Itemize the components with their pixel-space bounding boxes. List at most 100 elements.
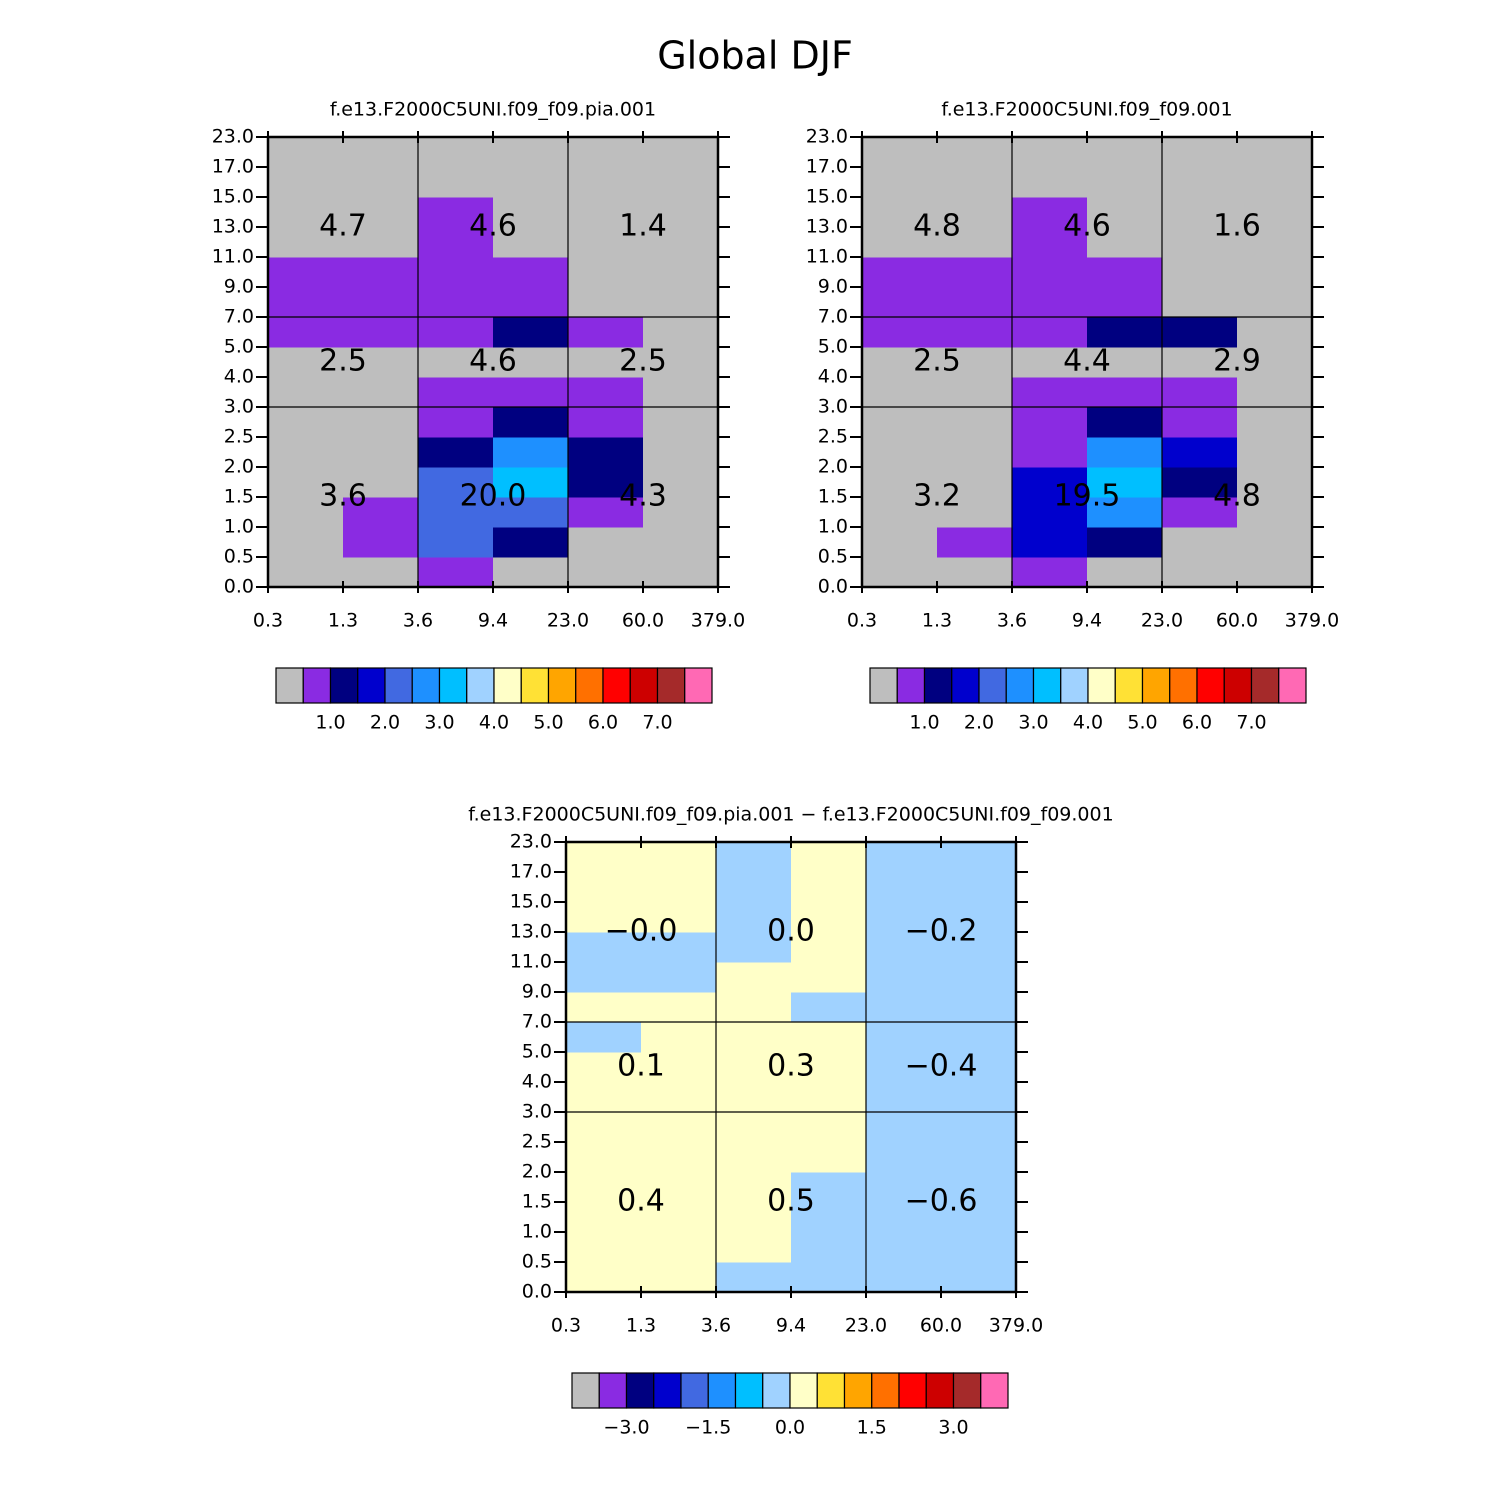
cell (641, 1172, 717, 1203)
cell (1162, 347, 1238, 378)
y-tick-label: 3.0 (224, 396, 254, 418)
cell (566, 1022, 642, 1053)
cell (418, 527, 494, 558)
cell (862, 197, 938, 228)
colorbar-box (1250, 667, 1280, 704)
cell (1237, 467, 1313, 498)
colorbar-box (762, 1372, 791, 1409)
cell (643, 527, 719, 558)
colorbar-label: 6.0 (588, 712, 618, 734)
cell (1237, 527, 1313, 558)
cell (493, 287, 569, 318)
colorbar-box (925, 1372, 955, 1409)
cell (268, 317, 344, 348)
cell (862, 167, 938, 198)
cell (1012, 167, 1088, 198)
cell (568, 557, 644, 588)
cell (1237, 497, 1313, 528)
colorbar-box (871, 1372, 900, 1409)
y-tick-label: 3.0 (818, 396, 848, 418)
cell (941, 962, 1017, 993)
cell-label: 0.0 (767, 914, 815, 949)
cell (1012, 317, 1088, 348)
y-tick-label: 9.0 (818, 276, 848, 298)
colorbar-box (951, 667, 980, 704)
cell (866, 1022, 942, 1053)
cell (941, 992, 1017, 1023)
cell (1162, 407, 1238, 438)
colorbar-box (547, 667, 577, 704)
cell (493, 557, 569, 588)
cell (418, 197, 494, 228)
colorbar-label: 7.0 (642, 712, 672, 734)
y-tick-label: 2.0 (224, 456, 254, 478)
cell (418, 497, 494, 528)
cell-label: 0.1 (617, 1049, 665, 1084)
cell (937, 497, 1013, 528)
cell (493, 257, 569, 288)
x-tick-label: 0.3 (551, 1315, 581, 1337)
cell (937, 557, 1013, 588)
cell (791, 1022, 867, 1053)
cell (862, 377, 938, 408)
cell (716, 1172, 792, 1203)
colorbar-box (575, 667, 604, 704)
cell (343, 287, 419, 318)
cell (791, 992, 867, 1023)
cell (1012, 287, 1088, 318)
cell (493, 497, 569, 528)
colorbar-box (438, 667, 468, 704)
colorbar-box (1223, 667, 1253, 704)
cell (716, 842, 792, 873)
cell (716, 872, 792, 903)
cell (862, 557, 938, 588)
cell (866, 1112, 942, 1143)
cell (866, 1232, 942, 1263)
cell-label: 0.3 (767, 1049, 815, 1084)
x-tick-label: 1.3 (922, 610, 952, 632)
cell (343, 317, 419, 348)
cell (862, 407, 938, 438)
colorbar-box (602, 667, 631, 704)
cell (791, 1112, 867, 1143)
y-tick-label: 1.5 (522, 1191, 552, 1213)
cell (418, 377, 494, 408)
y-tick-label: 17.0 (806, 156, 848, 178)
y-tick-label: 5.0 (818, 336, 848, 358)
cell (418, 557, 494, 588)
cell (1087, 287, 1163, 318)
cell (568, 257, 644, 288)
cell (866, 1262, 942, 1293)
cell (1012, 137, 1088, 168)
cell (1012, 407, 1088, 438)
cell (937, 347, 1013, 378)
colorbar-box (1087, 667, 1116, 704)
cell (643, 497, 719, 528)
colorbar-label: 2.0 (370, 712, 400, 734)
y-tick-label: 0.0 (818, 576, 848, 598)
cell-label: −0.4 (905, 1049, 978, 1084)
colorbar-label: 2.0 (964, 712, 994, 734)
cell (643, 167, 719, 198)
cell (1087, 527, 1163, 558)
colorbar-box (923, 667, 953, 704)
cell (1237, 317, 1313, 348)
cell (866, 1142, 942, 1173)
cell (343, 347, 419, 378)
cell (268, 407, 344, 438)
cell (1012, 257, 1088, 288)
cell (941, 1172, 1017, 1203)
cell (566, 872, 642, 903)
y-tick-label: 7.0 (818, 306, 848, 328)
y-tick-label: 1.5 (818, 486, 848, 508)
cell (643, 377, 719, 408)
cell (643, 557, 719, 588)
cell-label: −0.6 (905, 1184, 978, 1219)
x-tick-label: 9.4 (1072, 610, 1102, 632)
cell (568, 167, 644, 198)
cell (1012, 527, 1088, 558)
x-tick-label: 1.3 (626, 1315, 656, 1337)
cell (643, 317, 719, 348)
x-tick-label: 23.0 (547, 610, 589, 632)
cell (343, 197, 419, 228)
